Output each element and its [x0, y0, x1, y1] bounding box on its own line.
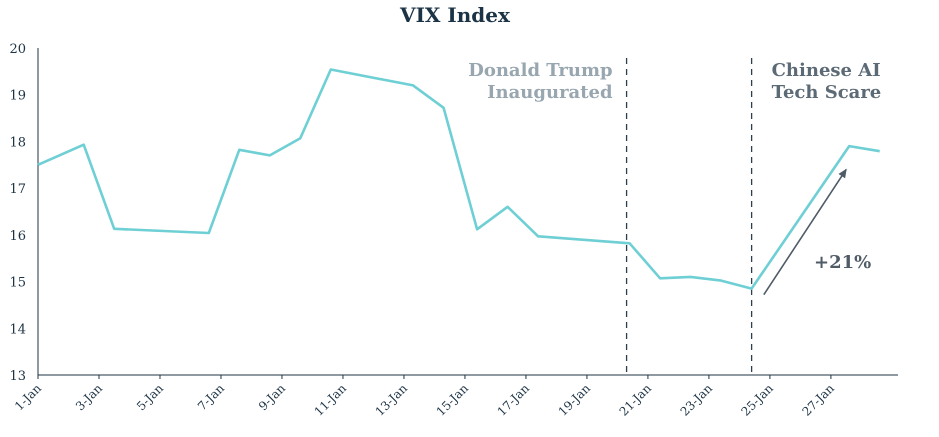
event-label: Donald Trump	[468, 60, 612, 81]
x-tick-label: 27-Jan	[800, 381, 838, 419]
y-tick-label: 15	[9, 276, 26, 291]
x-tick-label: 21-Jan	[617, 381, 655, 419]
x-tick-label: 17-Jan	[495, 381, 533, 419]
y-axis-ticks: 13 14 15 16 17 18 19 20	[9, 42, 26, 384]
x-tick-label: 25-Jan	[739, 381, 777, 419]
y-tick-label: 13	[9, 369, 26, 384]
x-tick-label: 7-Jan	[195, 381, 227, 413]
x-tick-label: 23-Jan	[678, 381, 716, 419]
axes	[37, 48, 898, 376]
event-label: Inaugurated	[487, 82, 613, 103]
series-group	[37, 68, 880, 290]
x-tick-label: 3-Jan	[73, 381, 105, 413]
x-tick-label: 15-Jan	[434, 381, 472, 419]
y-tick-label: 14	[9, 322, 26, 337]
x-tick-label: 19-Jan	[556, 381, 594, 419]
vix-series-line	[37, 68, 880, 290]
y-tick-label: 20	[9, 42, 26, 57]
y-tick-label: 19	[9, 89, 26, 104]
x-tick-label: 13-Jan	[373, 381, 411, 419]
change-arrow	[763, 168, 847, 296]
y-tick-label: 18	[9, 135, 26, 150]
change-percent-label: +21%	[814, 252, 871, 273]
event-label: Chinese AI	[772, 60, 881, 81]
chart-title: VIX Index	[399, 3, 511, 27]
x-tick-label: 9-Jan	[256, 381, 288, 413]
change-annotation: +21%	[763, 168, 871, 296]
x-tick-label: 11-Jan	[312, 381, 350, 419]
x-tick-label: 5-Jan	[134, 381, 166, 413]
x-axis-ticks: 1-Jan 3-Jan 5-Jan 7-Jan 9-Jan 11-Jan 13-Jan 15-…	[12, 375, 837, 419]
y-tick-label: 17	[9, 182, 26, 197]
event-label: Tech Scare	[772, 82, 882, 103]
y-tick-label: 16	[9, 229, 26, 244]
x-tick-label: 1-Jan	[12, 381, 44, 413]
